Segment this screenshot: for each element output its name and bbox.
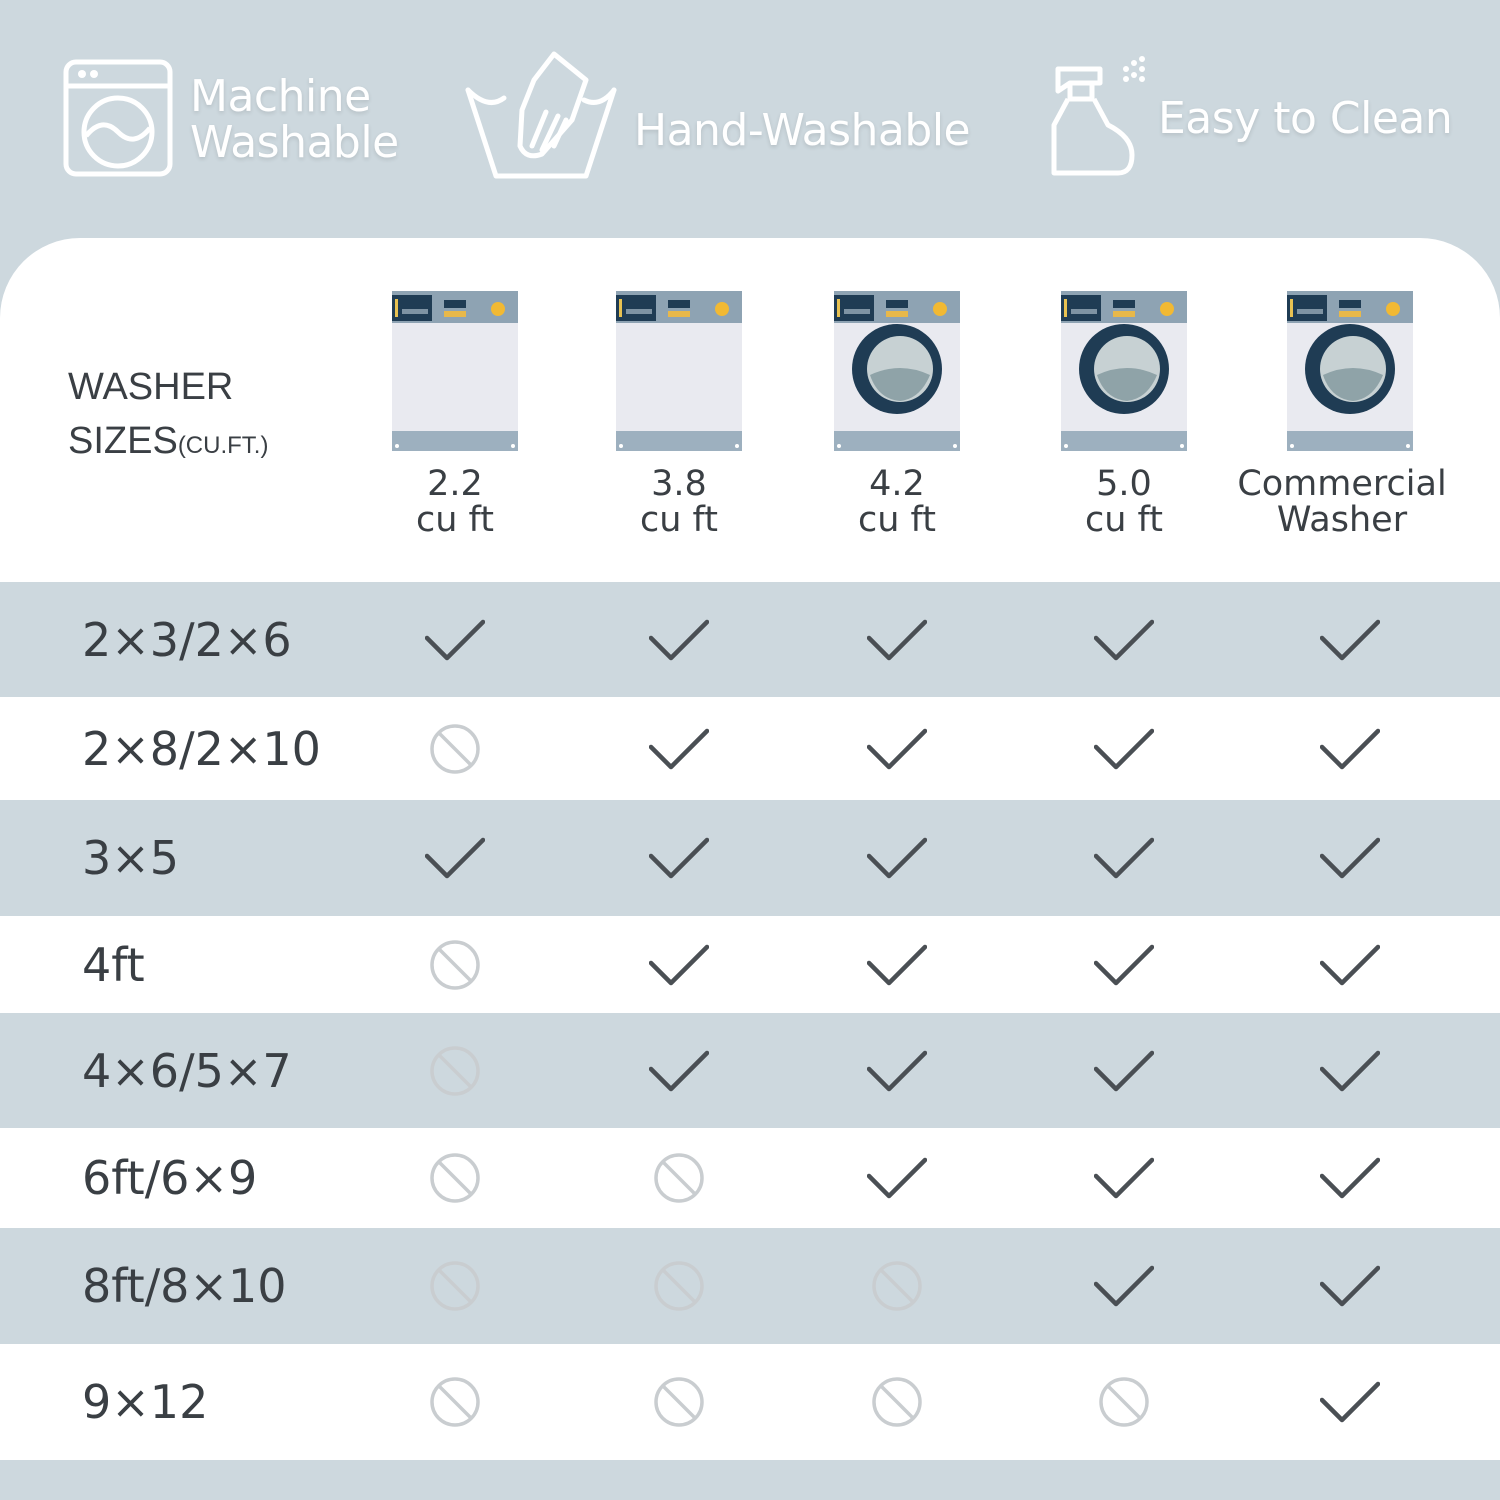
rug-size-label: 8ft/8×10 — [82, 1259, 287, 1313]
table-row: 2×8/2×10 — [0, 697, 1500, 800]
check-icon — [866, 610, 928, 670]
check-icon — [866, 1148, 928, 1208]
front-load-washer-icon — [834, 291, 960, 451]
check-icon — [866, 1041, 928, 1101]
check-icon — [648, 935, 710, 995]
check-icon — [1319, 1256, 1381, 1316]
not-compatible-icon — [1094, 1372, 1154, 1432]
rug-size-label: 2×8/2×10 — [82, 721, 321, 776]
not-compatible-icon — [649, 1372, 709, 1432]
table-row: 2×3/2×6 — [0, 582, 1500, 697]
top-washer-icon — [616, 291, 742, 451]
check-icon — [424, 828, 486, 888]
not-compatible-icon — [425, 1372, 485, 1432]
column-header: 5.0 cu ft — [1004, 466, 1244, 538]
rug-size-label: 3×5 — [82, 831, 180, 885]
check-icon — [1093, 610, 1155, 670]
not-compatible-icon — [425, 1256, 485, 1316]
column-header-line1: 3.8 — [651, 464, 707, 504]
check-icon — [648, 1041, 710, 1101]
check-icon — [648, 719, 710, 779]
column-header-line2: cu ft — [416, 500, 494, 540]
check-icon — [1093, 1041, 1155, 1101]
check-icon — [648, 828, 710, 888]
check-icon — [866, 828, 928, 888]
not-compatible-icon — [649, 1256, 709, 1316]
header-title-line2: SIZES — [68, 420, 178, 462]
not-compatible-icon — [867, 1256, 927, 1316]
column-header: 2.2 cu ft — [335, 466, 575, 538]
check-icon — [1093, 935, 1155, 995]
column-header: 3.8 cu ft — [559, 466, 799, 538]
rug-size-label: 6ft/6×9 — [82, 1151, 258, 1205]
column-header-line2: cu ft — [640, 500, 718, 540]
check-icon — [424, 610, 486, 670]
table-row: 6ft/6×9 — [0, 1128, 1500, 1228]
top-washer-icon — [392, 291, 518, 451]
rug-size-label: 9×12 — [82, 1375, 209, 1429]
column-header-line1: 2.2 — [427, 464, 483, 504]
table-row: 8ft/8×10 — [0, 1228, 1500, 1344]
table-row: 3×5 — [0, 800, 1500, 916]
check-icon — [1319, 1148, 1381, 1208]
rug-size-label: 4ft — [82, 937, 145, 992]
not-compatible-icon — [425, 719, 485, 779]
feature-machine-washable: Machine Washable — [190, 74, 399, 166]
feature-easy-to-clean: Easy to Clean — [1158, 93, 1453, 144]
not-compatible-icon — [649, 1148, 709, 1208]
not-compatible-icon — [425, 935, 485, 995]
check-icon — [1319, 1041, 1381, 1101]
check-icon — [1319, 828, 1381, 888]
column-header-line2: cu ft — [858, 500, 936, 540]
check-icon — [1093, 1256, 1155, 1316]
check-icon — [866, 935, 928, 995]
column-header-line1: 4.2 — [869, 464, 925, 504]
check-icon — [1093, 719, 1155, 779]
washing-machine-icon — [63, 59, 173, 177]
check-icon — [1093, 1148, 1155, 1208]
feature-hand-washable: Hand-Washable — [634, 105, 971, 156]
rug-size-label: 4×6/5×7 — [82, 1043, 292, 1098]
column-header-line2: cu ft — [1085, 500, 1163, 540]
front-load-washer-icon — [1061, 291, 1187, 451]
not-compatible-icon — [425, 1148, 485, 1208]
feature-label: Machine — [190, 71, 371, 122]
column-header-line1: Commercial — [1237, 464, 1447, 504]
not-compatible-icon — [425, 1041, 485, 1101]
spray-bottle-icon — [1051, 56, 1145, 176]
column-header: 4.2 cu ft — [777, 466, 1017, 538]
column-header: Commercial Washer — [1222, 466, 1462, 538]
column-header-line2: Washer — [1276, 500, 1408, 540]
front-load-washer-icon — [1287, 291, 1413, 451]
header-title-unit: (CU.FT.) — [177, 432, 269, 459]
table-row: 4ft — [0, 916, 1500, 1013]
check-icon — [1319, 935, 1381, 995]
header-title-line1: WASHER — [68, 366, 234, 408]
check-icon — [866, 719, 928, 779]
check-icon — [1319, 1372, 1381, 1432]
check-icon — [1319, 719, 1381, 779]
table-row: 9×12 — [0, 1344, 1500, 1460]
table-row: 4×6/5×7 — [0, 1013, 1500, 1128]
rug-size-label: 2×3/2×6 — [82, 612, 292, 667]
table-header-title: WASHER SIZES(CU.FT.) — [68, 360, 268, 473]
feature-label: Washable — [190, 117, 399, 168]
check-icon — [1319, 610, 1381, 670]
not-compatible-icon — [867, 1372, 927, 1432]
column-header-line1: 5.0 — [1096, 464, 1152, 504]
hand-wash-basin-icon — [465, 51, 617, 179]
check-icon — [648, 610, 710, 670]
check-icon — [1093, 828, 1155, 888]
